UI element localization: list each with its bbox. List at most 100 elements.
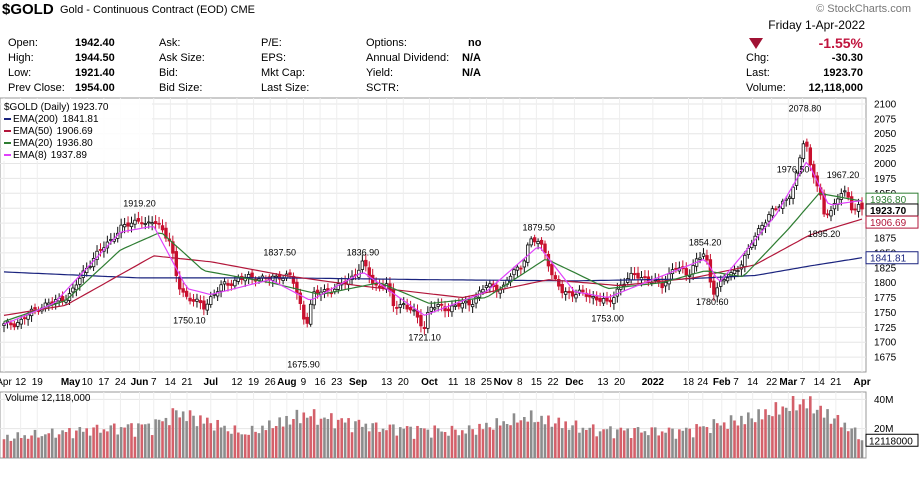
volume-bar	[371, 423, 374, 458]
volume-bar	[767, 414, 771, 458]
volume-bar	[398, 427, 402, 458]
price-annotation: 1967.20	[827, 170, 860, 180]
volume-bar	[550, 426, 554, 458]
x-tick-label: 26	[265, 377, 277, 388]
volume-bar	[254, 431, 257, 458]
volume-bar	[361, 426, 364, 458]
x-tick-label: 12	[231, 377, 243, 388]
volume-bar	[798, 404, 802, 458]
candle-body	[598, 298, 602, 302]
ask-label: Ask:	[159, 37, 181, 49]
volume-bar	[81, 431, 85, 458]
volume-bar	[719, 425, 723, 458]
volume-bar	[740, 415, 743, 458]
price-tick-label: 1875	[874, 233, 897, 244]
volume-bar	[426, 429, 430, 458]
volume-bar	[202, 423, 206, 458]
candle-body	[140, 222, 144, 225]
volume-bar	[791, 396, 795, 458]
volume-bar	[829, 423, 833, 458]
volume-bar	[68, 428, 71, 458]
volume-bar	[388, 424, 392, 458]
volume-bar	[123, 427, 126, 458]
volume-label: Volume:	[746, 82, 786, 94]
x-tick-label: 21	[181, 377, 193, 388]
volume-bar	[206, 417, 209, 458]
volume-bar	[261, 425, 264, 458]
volume-bar	[815, 409, 819, 458]
x-tick-label: Apr	[0, 377, 12, 388]
x-tick-label: 14	[747, 377, 759, 388]
candle-body	[512, 269, 516, 276]
candle-body	[412, 309, 416, 312]
candle-body	[226, 283, 230, 286]
legend-box	[2, 99, 152, 161]
price-annotation: 1750.10	[173, 315, 206, 325]
volume-bar	[250, 425, 254, 458]
last-value: 1923.70	[823, 67, 863, 79]
price-tick-label: 2100	[874, 99, 897, 110]
candle-body	[78, 277, 82, 285]
yield-value: N/A	[462, 67, 481, 79]
volume-bar	[137, 423, 140, 458]
candle-body	[474, 296, 478, 304]
x-tick-label: 14	[165, 377, 177, 388]
candle-body	[422, 326, 427, 329]
x-tick-label: 22	[766, 377, 778, 388]
volume-bar	[112, 423, 116, 458]
volume-bar	[268, 420, 271, 458]
price-axis-tag-label: 1906.69	[870, 218, 907, 229]
sctr-label: SCTR:	[366, 82, 399, 94]
candle-body	[691, 265, 695, 275]
volume-bar	[288, 424, 292, 458]
volume-bar	[619, 427, 623, 458]
candle-body	[849, 196, 854, 211]
candle-body	[439, 303, 444, 306]
volume-bar	[88, 435, 92, 458]
volume-bar	[305, 417, 309, 458]
x-tick-label: 8	[517, 377, 523, 388]
x-tick-label: Apr	[853, 377, 870, 388]
volume-bar	[330, 413, 333, 458]
volume-bar	[350, 432, 354, 458]
volume-bar	[367, 431, 371, 458]
volume-bar	[209, 423, 213, 458]
volume-bar	[519, 420, 523, 458]
volume-bar	[653, 427, 657, 458]
candle-body	[701, 253, 706, 257]
volume-bar	[168, 425, 171, 458]
volume-bar	[660, 431, 664, 458]
x-tick-label: 24	[115, 377, 127, 388]
candle-body	[805, 141, 809, 147]
volume-bar	[75, 430, 78, 458]
x-tick-label: 24	[697, 377, 709, 388]
candle-body	[195, 298, 199, 302]
x-tick-label: 18	[683, 377, 695, 388]
candle-body	[698, 257, 702, 260]
exchange: CME	[230, 4, 256, 16]
volume-bar	[674, 438, 678, 458]
volume-bar	[802, 399, 805, 458]
candle-body	[147, 221, 151, 224]
symbol: $GOLD	[2, 1, 54, 18]
candle-body	[143, 223, 147, 225]
candle-body	[557, 279, 561, 287]
volume-bar	[467, 425, 471, 458]
candle-body	[577, 289, 582, 294]
volume-bar	[702, 426, 705, 458]
ema-line-ema200	[3, 257, 863, 282]
candle-body	[322, 289, 327, 293]
candle-body	[660, 282, 664, 289]
candle-body	[450, 305, 454, 313]
volume-tick-label: 40M	[874, 395, 893, 406]
volume-bar	[629, 438, 633, 458]
volume-bar	[147, 423, 151, 458]
volume-bar	[664, 432, 667, 458]
candle-body	[236, 277, 241, 282]
volume-bar	[161, 421, 164, 458]
volume-bar	[257, 433, 261, 458]
low-value: 1921.40	[75, 67, 115, 79]
volume-bar	[485, 422, 488, 458]
volume-bar	[833, 418, 836, 458]
